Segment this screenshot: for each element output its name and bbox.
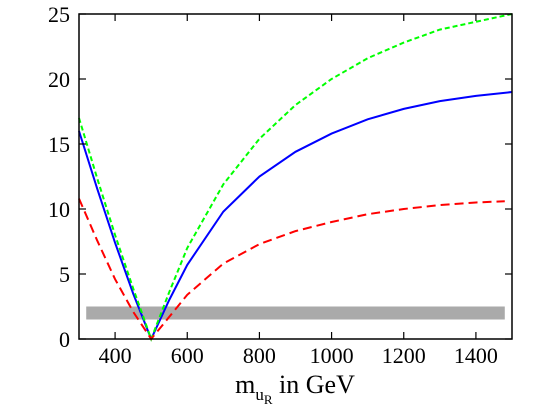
- y-tick-label-15: 15: [48, 132, 70, 157]
- x-tick-label-1000: 1000: [310, 343, 354, 368]
- y-tick-label-10: 10: [48, 197, 70, 222]
- series-layer: [78, 13, 513, 342]
- gray-band: [86, 306, 505, 320]
- series-line-3: [78, 198, 505, 341]
- x-axis-title-main: m: [235, 370, 255, 399]
- tick-layer: 400 600 800 1000 1200 1400 0 5 10 15 20 25: [48, 2, 512, 368]
- y-tick-label-5: 5: [59, 262, 70, 287]
- series-line-2: [78, 13, 513, 342]
- plot-frame: [78, 13, 513, 340]
- x-tick-label-1200: 1200: [382, 343, 426, 368]
- x-tick-label-800: 800: [243, 343, 276, 368]
- y-tick-label-0: 0: [59, 327, 70, 352]
- y-tick-label-20: 20: [48, 67, 70, 92]
- x-axis-title-sub2: R: [264, 392, 273, 407]
- x-axis-title-sub: uR: [255, 385, 273, 407]
- x-tick-label-400: 400: [99, 343, 132, 368]
- y-tick-label-25: 25: [48, 2, 70, 27]
- x-axis-title: muR in GeV: [235, 370, 355, 407]
- x-axis-title-suffix: in GeV: [273, 370, 356, 399]
- x-axis-title-sub1: u: [255, 385, 264, 404]
- series-line-1: [78, 91, 513, 342]
- band-layer: [86, 306, 505, 320]
- x-tick-label-600: 600: [171, 343, 204, 368]
- x-tick-label-1400: 1400: [454, 343, 498, 368]
